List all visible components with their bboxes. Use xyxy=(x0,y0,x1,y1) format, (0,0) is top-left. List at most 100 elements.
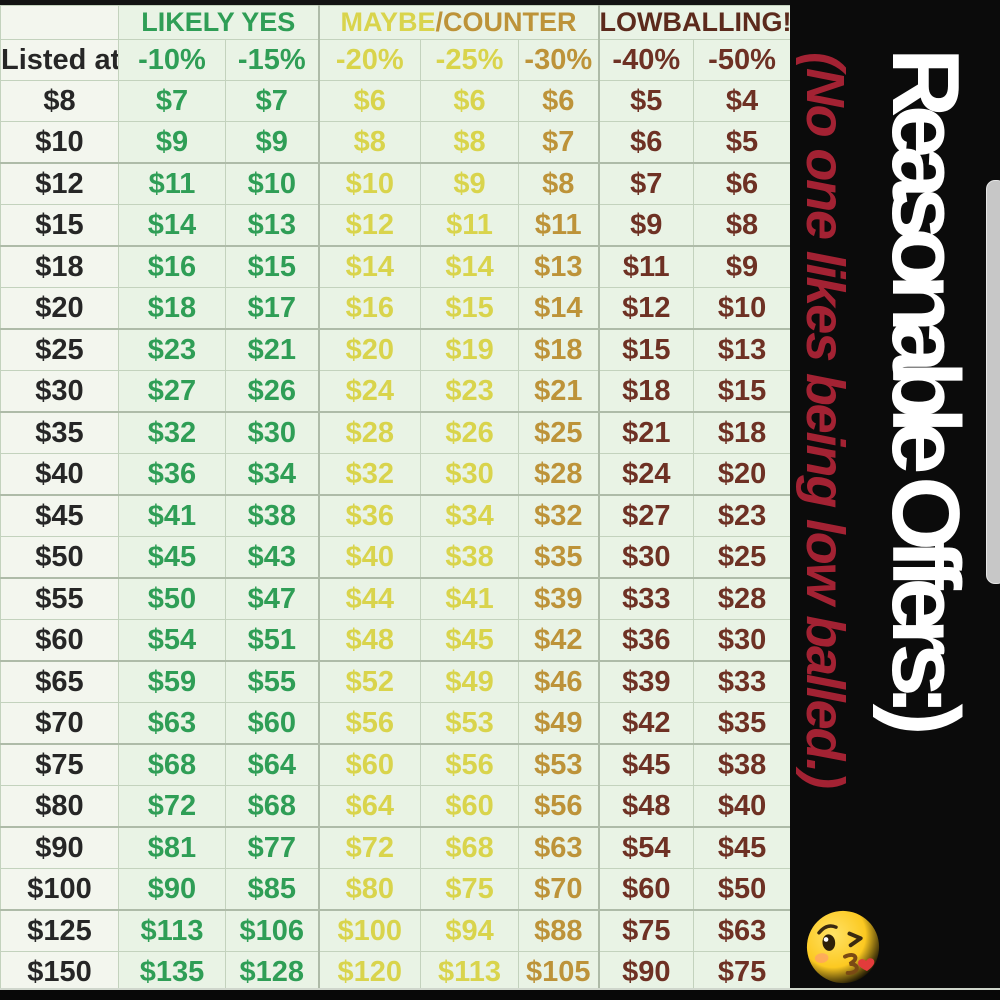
offer-cell: $36 xyxy=(317,494,422,537)
offer-cell: $81 xyxy=(118,826,226,869)
offer-cell: $56 xyxy=(420,743,520,786)
offer-cell: $113 xyxy=(118,909,226,952)
offer-cell: $13 xyxy=(224,204,320,247)
offer-cell: $16 xyxy=(118,245,226,288)
listed-price-cell: $150 xyxy=(0,951,119,994)
offer-cell: $60 xyxy=(420,785,520,828)
offer-cell: $63 xyxy=(118,702,226,745)
offer-cell: $41 xyxy=(420,577,520,620)
table-row: $150 $135 $128 $120 $113 $105 $90 $75 xyxy=(0,951,792,994)
offer-cell: $88 xyxy=(518,909,600,952)
offer-cell: $64 xyxy=(317,785,422,828)
offer-cell: $10 xyxy=(317,162,422,205)
offer-cell: $9 xyxy=(597,204,695,247)
offer-cell: $5 xyxy=(597,80,695,122)
table-row: $15 $14 $13 $12 $11 $11 $9 $8 xyxy=(0,204,792,247)
scrollbar-thumb[interactable] xyxy=(986,180,1000,584)
listed-price-cell: $50 xyxy=(0,536,119,579)
table-row: $10 $9 $9 $8 $8 $7 $6 $5 xyxy=(0,121,792,164)
offer-cell: $100 xyxy=(317,909,422,952)
offer-cell: $60 xyxy=(317,743,422,786)
listed-at-header: Listed at xyxy=(0,39,119,81)
offer-cell: $23 xyxy=(118,328,226,371)
group-header-label: MAYBE xyxy=(340,7,436,37)
offer-cell: $49 xyxy=(518,702,600,745)
offer-cell: $38 xyxy=(420,536,520,579)
offer-cell: $8 xyxy=(693,204,792,247)
offer-cell: $48 xyxy=(597,785,695,828)
offer-cell: $9 xyxy=(693,245,792,288)
offer-cell: $8 xyxy=(317,121,422,164)
offer-cell: $45 xyxy=(597,743,695,786)
offer-cell: $11 xyxy=(118,162,226,205)
offer-cell: $7 xyxy=(118,80,226,122)
offer-cell: $90 xyxy=(597,951,695,994)
listed-price-cell: $35 xyxy=(0,411,119,454)
offer-cell: $70 xyxy=(518,868,600,911)
offer-cell: $6 xyxy=(597,121,695,164)
listed-price-cell: $10 xyxy=(0,121,119,164)
offer-cell: $45 xyxy=(118,536,226,579)
offer-cell: $56 xyxy=(518,785,600,828)
group-header-label: LOWBALLING! xyxy=(599,7,791,37)
offer-cell: $18 xyxy=(597,370,695,413)
offer-cell: $42 xyxy=(518,619,600,662)
offer-cell: $63 xyxy=(518,826,600,869)
offer-cell: $11 xyxy=(597,245,695,288)
table-row: $12 $11 $10 $10 $9 $8 $7 $6 xyxy=(0,162,792,205)
offer-cell: $40 xyxy=(317,536,422,579)
listed-price-cell: $65 xyxy=(0,660,119,703)
listed-price-cell: $12 xyxy=(0,162,119,205)
offer-cell: $33 xyxy=(693,660,792,703)
offer-cell: $9 xyxy=(118,121,226,164)
table-row: $40 $36 $34 $32 $30 $28 $24 $20 xyxy=(0,453,792,496)
offer-cell: $128 xyxy=(224,951,320,994)
offer-cell: $72 xyxy=(118,785,226,828)
listed-price-cell: $15 xyxy=(0,204,119,247)
listed-price-cell: $60 xyxy=(0,619,119,662)
group-header: LOWBALLING! xyxy=(597,5,792,40)
listed-price-cell: $70 xyxy=(0,702,119,745)
offer-cell: $8 xyxy=(420,121,520,164)
offer-table-area: LIKELY YES MAYBE/COUNTER LOWBALLING! Listed… xyxy=(0,0,792,994)
offer-cell: $6 xyxy=(420,80,520,122)
offer-cell: $28 xyxy=(317,411,422,454)
discount-column-header: -25% xyxy=(420,39,520,81)
offer-cell: $14 xyxy=(420,245,520,288)
offer-cell: $49 xyxy=(420,660,520,703)
offer-cell: $26 xyxy=(420,411,520,454)
table-row: $35 $32 $30 $28 $26 $25 $21 $18 xyxy=(0,411,792,454)
offer-table-header: LIKELY YES MAYBE/COUNTER LOWBALLING! Listed… xyxy=(0,5,792,81)
table-row: $20 $18 $17 $16 $15 $14 $12 $10 xyxy=(0,287,792,330)
listed-price-cell: $18 xyxy=(0,245,119,288)
table-row: $90 $81 $77 $72 $68 $63 $54 $45 xyxy=(0,826,792,869)
offer-cell: $50 xyxy=(693,868,792,911)
offer-cell: $6 xyxy=(693,162,792,205)
offer-cell: $10 xyxy=(224,162,320,205)
offer-cell: $23 xyxy=(693,494,792,537)
offer-cell: $23 xyxy=(420,370,520,413)
offer-cell: $63 xyxy=(693,909,792,952)
kiss-emoji-graphic xyxy=(806,910,880,984)
listed-price-cell: $125 xyxy=(0,909,119,952)
offer-cell: $13 xyxy=(518,245,600,288)
offer-cell: $59 xyxy=(118,660,226,703)
table-row: $8 $7 $7 $6 $6 $6 $5 $4 xyxy=(0,80,792,122)
offer-cell: $45 xyxy=(420,619,520,662)
offer-cell: $12 xyxy=(317,204,422,247)
offer-cell: $68 xyxy=(118,743,226,786)
offer-cell: $42 xyxy=(597,702,695,745)
offer-cell: $6 xyxy=(317,80,422,122)
offer-cell: $45 xyxy=(693,826,792,869)
offer-cell: $9 xyxy=(224,121,320,164)
offer-cell: $106 xyxy=(224,909,320,952)
discount-column-header: -15% xyxy=(224,39,320,81)
table-row: $65 $59 $55 $52 $49 $46 $39 $33 xyxy=(0,660,792,703)
table-row: $45 $41 $38 $36 $34 $32 $27 $23 xyxy=(0,494,792,537)
offer-cell: $35 xyxy=(518,536,600,579)
offer-cell: $33 xyxy=(597,577,695,620)
offer-cell: $8 xyxy=(518,162,600,205)
table-row: $100 $90 $85 $80 $75 $70 $60 $50 xyxy=(0,868,792,911)
offer-cell: $75 xyxy=(420,868,520,911)
